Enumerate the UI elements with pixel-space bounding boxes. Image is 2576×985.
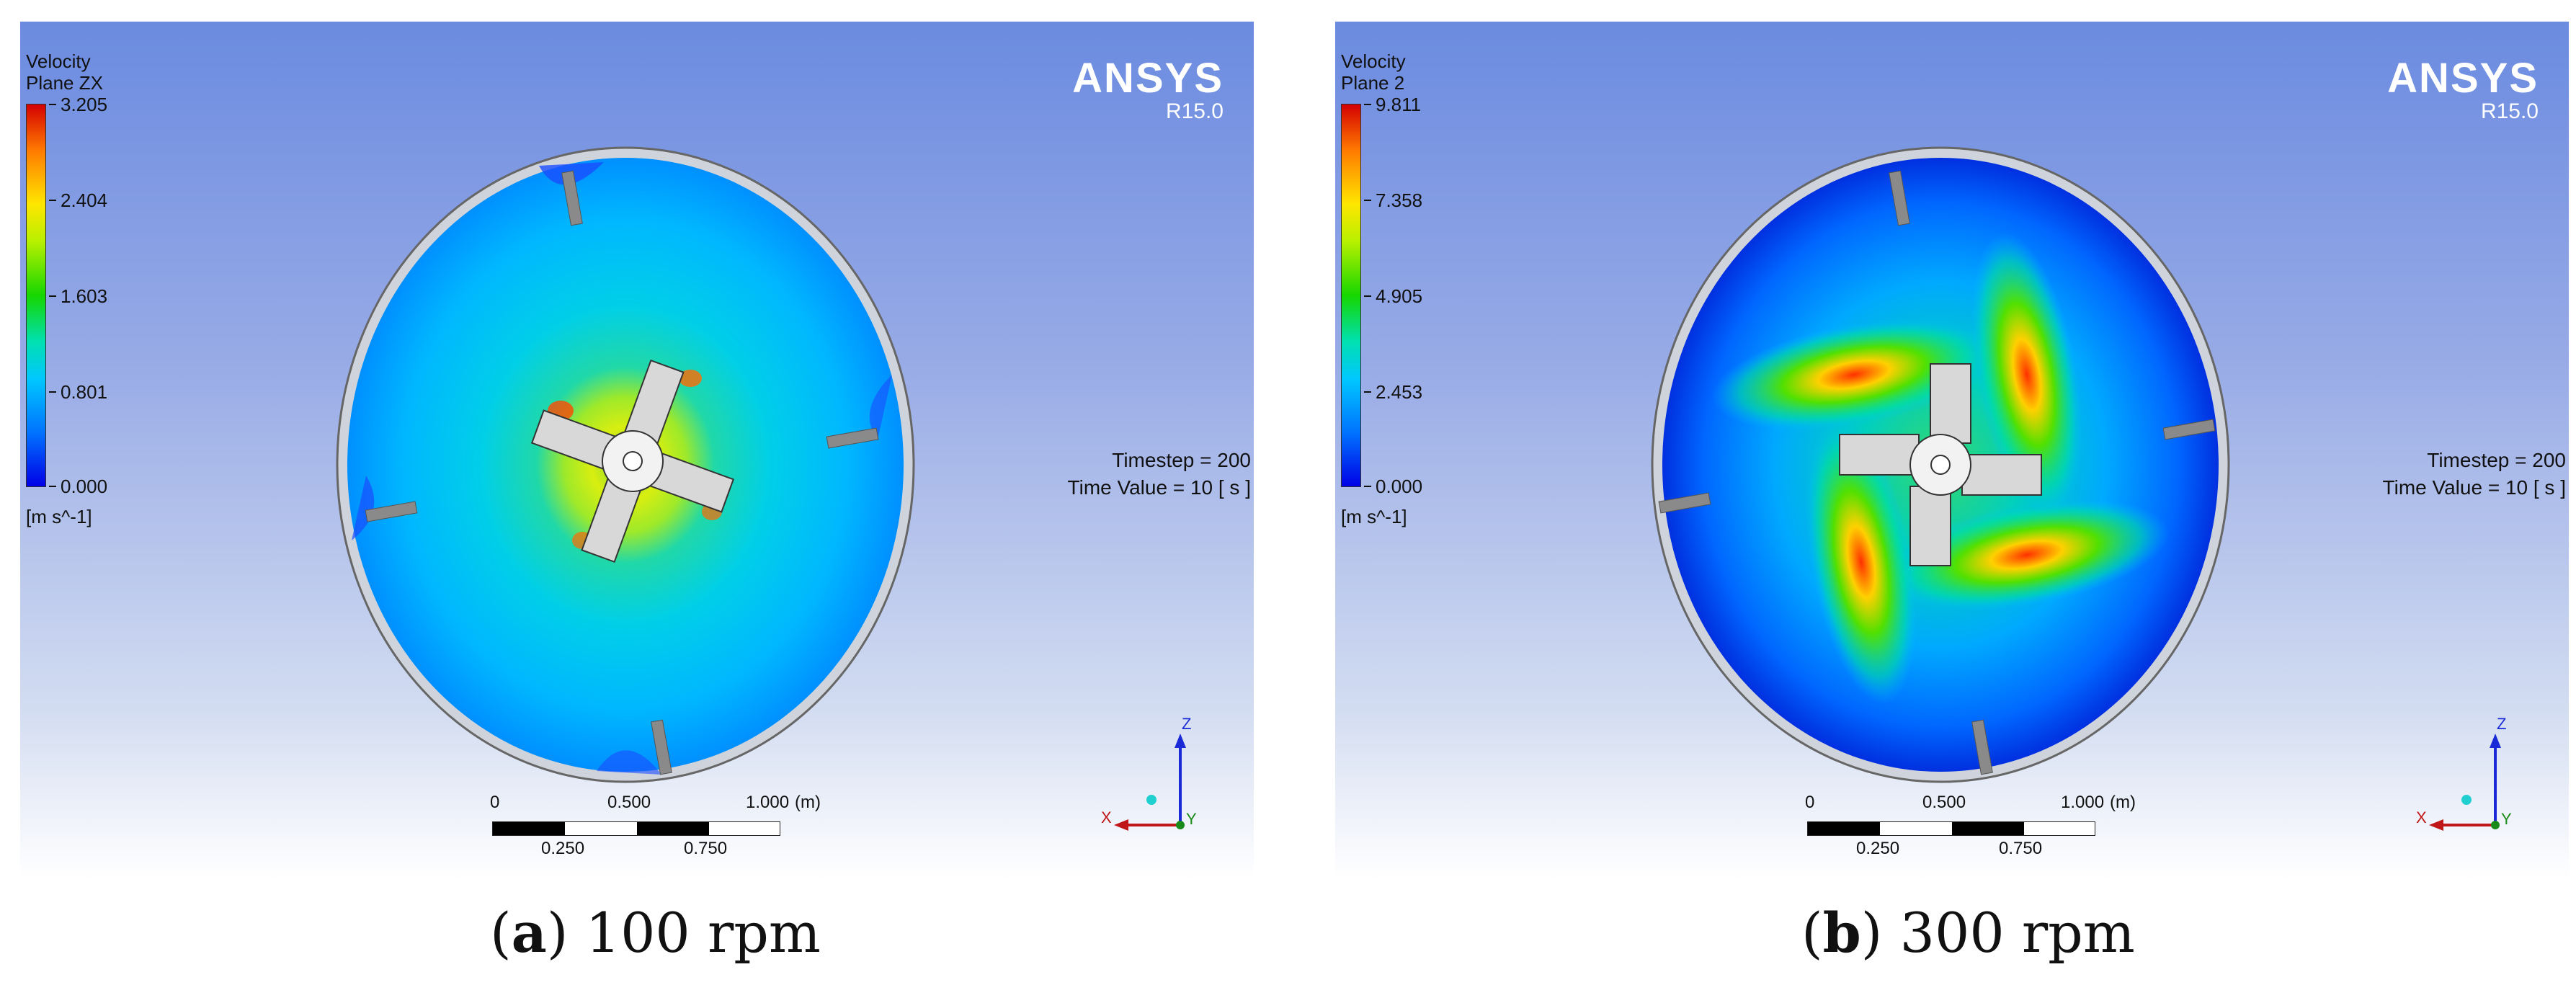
velocity-colorbar — [1341, 104, 1361, 487]
impeller — [530, 359, 735, 563]
tank-velocity-contour — [1651, 146, 2230, 783]
colorbar-tick — [49, 200, 56, 201]
time-info: Timestep = 200 Time Value = 10 [ s ] — [1068, 447, 1251, 502]
axis-y-label: Y — [2501, 810, 2512, 828]
baffle — [561, 170, 583, 226]
ansys-logo: ANSYS R15.0 — [2387, 55, 2539, 124]
colorbar-tick-label: 0.801 — [61, 381, 108, 403]
contour-panel-100rpm: Velocity Plane ZX 3.205 2.404 1.603 0.801… — [20, 22, 1254, 879]
tank-velocity-contour — [336, 146, 915, 783]
legend-title: Velocity Plane ZX — [26, 50, 103, 94]
time-value-text: Time Value = 10 [ s ] — [2382, 476, 2566, 499]
baffle — [1889, 170, 1910, 226]
axis-y-label: Y — [1186, 810, 1197, 828]
colorbar-tick — [49, 295, 56, 297]
contour-panel-300rpm: Velocity Plane 2 9.811 7.358 4.905 2.453 … — [1335, 22, 2569, 879]
axis-z-label: Z — [1182, 715, 1191, 733]
colorbar-tick-label: 2.453 — [1376, 381, 1423, 403]
axis-triad: Z X Y — [2416, 715, 2512, 831]
colorbar-tick-label: 1.603 — [61, 285, 108, 307]
baffle — [826, 427, 879, 449]
baffle — [651, 719, 672, 775]
baffle — [1971, 719, 1993, 775]
colorbar-max-label: 9.811 — [1376, 94, 1422, 115]
colorbar-tick — [1364, 295, 1371, 297]
axis-z-label: Z — [2497, 715, 2506, 733]
axis-triad: Z X Y — [1101, 715, 1197, 831]
colorbar-tick — [1364, 104, 1371, 105]
axis-x-label: X — [1101, 808, 1112, 826]
colorbar-tick — [49, 104, 56, 105]
timestep-text: Timestep = 200 — [1112, 449, 1251, 471]
time-info: Timestep = 200 Time Value = 10 [ s ] — [2383, 447, 2566, 502]
colorbar-tick-label: 7.358 — [1376, 190, 1423, 211]
legend-title: Velocity Plane 2 — [1341, 50, 1406, 94]
baffle — [2162, 419, 2216, 440]
colorbar-min-label: 0.000 — [1376, 476, 1423, 497]
colorbar-tick — [49, 391, 56, 393]
ansys-logo: ANSYS R15.0 — [1072, 55, 1224, 124]
colorbar-tick — [1364, 486, 1371, 487]
length-scale-bar: 0 0.500 1.000 0.250 0.750 — [1805, 793, 2105, 858]
scale-unit: (m) — [795, 793, 821, 812]
colorbar-tick — [49, 486, 56, 487]
colorbar-tick-label: 4.905 — [1376, 285, 1423, 307]
velocity-unit: [m s^-1] — [1341, 506, 1407, 527]
colorbar-max-label: 3.205 — [61, 94, 108, 115]
caption-b: (b) 300 rpm — [1801, 901, 2135, 965]
velocity-unit: [m s^-1] — [26, 506, 92, 527]
baffle — [1658, 492, 1711, 514]
scale-unit: (m) — [2110, 793, 2136, 812]
timestep-text: Timestep = 200 — [2427, 449, 2566, 471]
colorbar-tick-label: 2.404 — [61, 190, 108, 211]
impeller — [1839, 363, 2042, 566]
time-value-text: Time Value = 10 [ s ] — [1067, 476, 1251, 499]
colorbar-min-label: 0.000 — [61, 476, 108, 497]
caption-a: (a) 100 rpm — [490, 901, 821, 965]
colorbar-tick — [1364, 391, 1371, 393]
axis-x-label: X — [2416, 808, 2427, 826]
velocity-colorbar — [26, 104, 46, 487]
baffle — [365, 501, 418, 522]
colorbar-tick — [1364, 200, 1371, 201]
length-scale-bar: 0 0.500 1.000 0.250 0.750 — [490, 793, 790, 858]
